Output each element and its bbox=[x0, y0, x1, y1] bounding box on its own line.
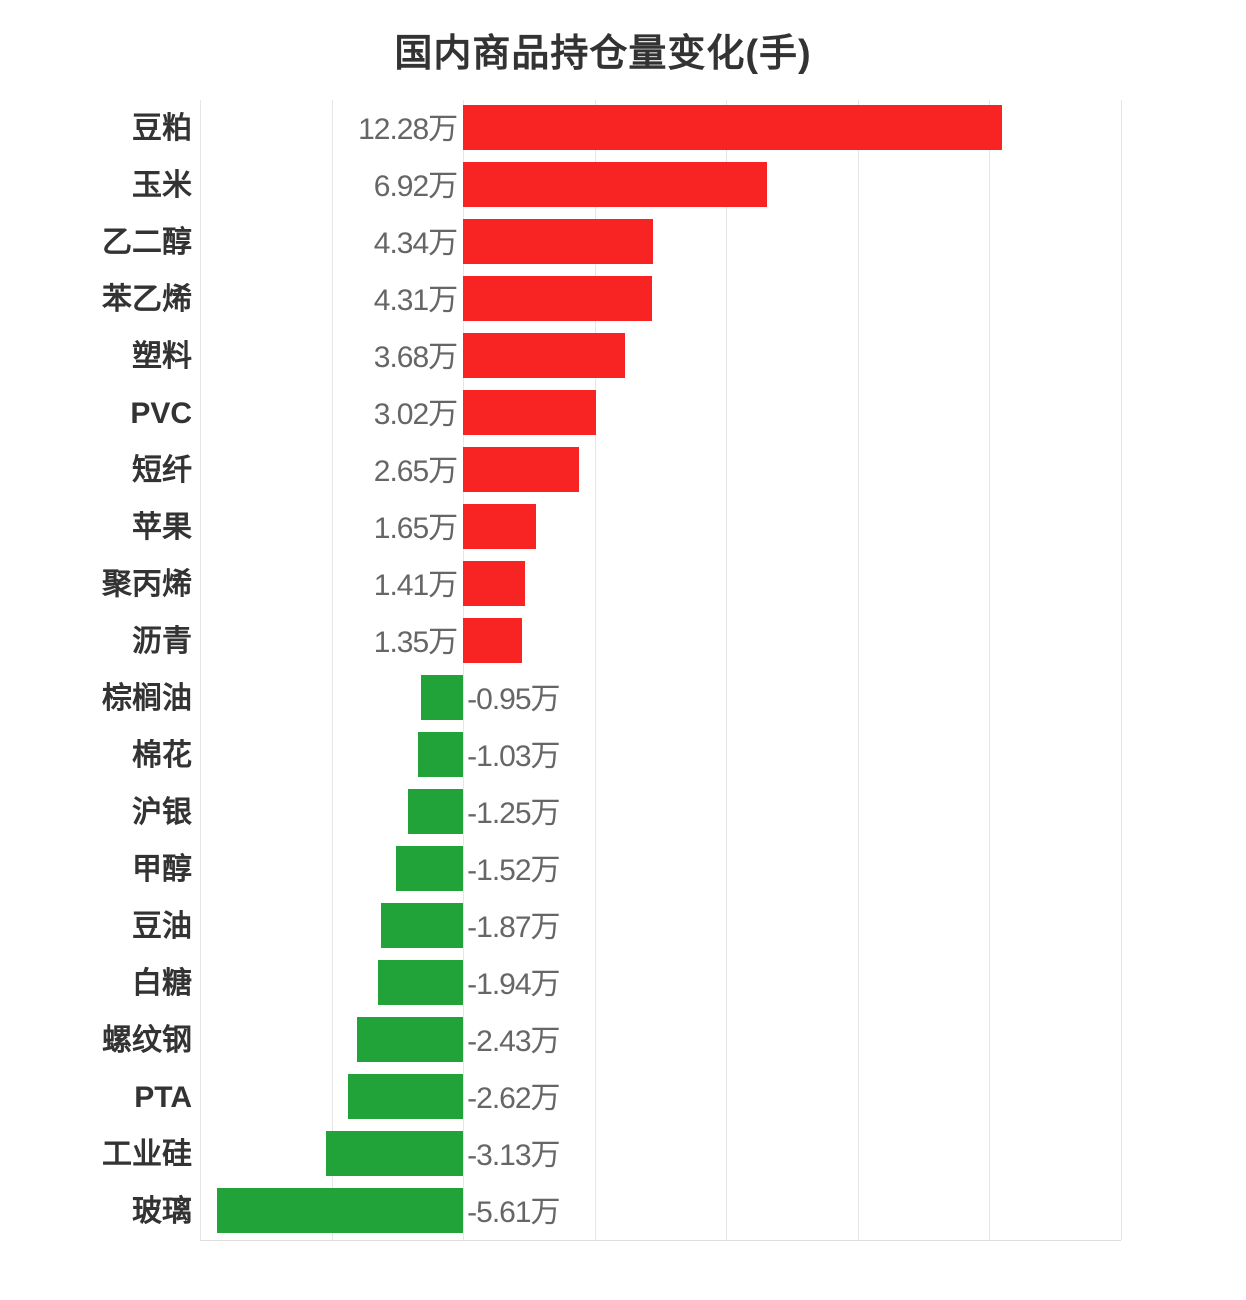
value-label: -2.43万 bbox=[467, 1025, 560, 1058]
category-label: 棕榈油 bbox=[102, 682, 192, 715]
positive-bar bbox=[463, 561, 525, 606]
value-label: 4.34万 bbox=[373, 227, 458, 260]
gridline bbox=[331, 100, 333, 1240]
bar-row: 螺纹钢 -2.43万 bbox=[0, 1012, 1246, 1069]
negative-bar bbox=[217, 1188, 464, 1233]
value-label: 1.41万 bbox=[373, 569, 458, 602]
value-label: 3.02万 bbox=[373, 398, 458, 431]
bar-row: PTA -2.62万 bbox=[0, 1069, 1246, 1126]
category-label: 甲醇 bbox=[132, 853, 192, 886]
value-label: -1.52万 bbox=[467, 854, 560, 887]
bar-row: 白糖 -1.94万 bbox=[0, 955, 1246, 1012]
negative-bar bbox=[417, 732, 464, 777]
category-label: 棉花 bbox=[132, 739, 192, 772]
category-label: 苯乙烯 bbox=[102, 283, 192, 316]
bar-row: PVC 3.02万 bbox=[0, 385, 1246, 442]
bar-row: 乙二醇 4.34万 bbox=[0, 214, 1246, 271]
positive-bar bbox=[463, 276, 653, 321]
value-label: 12.28万 bbox=[358, 113, 458, 146]
bar-row: 苯乙烯 4.31万 bbox=[0, 271, 1246, 328]
bar-row: 短纤 2.65万 bbox=[0, 442, 1246, 499]
value-label: 2.65万 bbox=[373, 455, 458, 488]
gridline bbox=[726, 100, 728, 1240]
bar-row: 玻璃 -5.61万 bbox=[0, 1183, 1246, 1240]
bar-row: 甲醇 -1.52万 bbox=[0, 841, 1246, 898]
category-label: 沥青 bbox=[132, 625, 192, 658]
bar-row: 玉米 6.92万 bbox=[0, 157, 1246, 214]
category-label: 苹果 bbox=[132, 511, 192, 544]
bar-row: 棕榈油 -0.95万 bbox=[0, 670, 1246, 727]
category-label: 短纤 bbox=[132, 454, 192, 487]
category-label: PTA bbox=[134, 1081, 192, 1114]
negative-bar bbox=[381, 903, 464, 948]
bar-row: 豆油 -1.87万 bbox=[0, 898, 1246, 955]
positive-bar bbox=[463, 390, 596, 435]
value-label: -1.25万 bbox=[467, 797, 560, 830]
category-label: 玉米 bbox=[132, 169, 192, 202]
positive-bar bbox=[463, 162, 767, 207]
value-label: 4.31万 bbox=[373, 284, 458, 317]
negative-bar bbox=[408, 789, 464, 834]
gridline bbox=[594, 100, 596, 1240]
bar-row: 聚丙烯 1.41万 bbox=[0, 556, 1246, 613]
value-label: -1.03万 bbox=[467, 740, 560, 773]
negative-bar bbox=[378, 960, 464, 1005]
category-label: 玻璃 bbox=[132, 1195, 192, 1228]
value-label: -3.13万 bbox=[467, 1139, 560, 1172]
value-label: 6.92万 bbox=[373, 170, 458, 203]
category-label: 螺纹钢 bbox=[102, 1024, 192, 1057]
positive-bar bbox=[463, 105, 1002, 150]
value-label: -0.95万 bbox=[467, 683, 560, 716]
value-label: 3.68万 bbox=[373, 341, 458, 374]
negative-bar bbox=[325, 1131, 464, 1176]
category-label: 乙二醇 bbox=[102, 226, 192, 259]
positive-bar bbox=[463, 219, 654, 264]
value-label: -1.94万 bbox=[467, 968, 560, 1001]
gridline bbox=[989, 100, 991, 1240]
positive-bar bbox=[463, 618, 523, 663]
negative-bar bbox=[396, 846, 464, 891]
negative-bar bbox=[356, 1017, 464, 1062]
bar-row: 塑料 3.68万 bbox=[0, 328, 1246, 385]
value-label: -1.87万 bbox=[467, 911, 560, 944]
gridline bbox=[463, 100, 465, 1240]
positive-bar bbox=[463, 447, 580, 492]
bar-row: 苹果 1.65万 bbox=[0, 499, 1246, 556]
gridline bbox=[1121, 100, 1122, 1240]
category-label: 豆粕 bbox=[132, 112, 192, 145]
category-label: 工业硅 bbox=[102, 1138, 192, 1171]
positive-bar bbox=[463, 504, 536, 549]
bar-row: 沪银 -1.25万 bbox=[0, 784, 1246, 841]
positive-bar bbox=[463, 333, 625, 378]
negative-bar bbox=[421, 675, 464, 720]
value-label: -5.61万 bbox=[467, 1196, 560, 1229]
gridline bbox=[200, 100, 201, 1240]
gridline bbox=[857, 100, 859, 1240]
bar-row: 豆粕 12.28万 bbox=[0, 100, 1246, 157]
category-label: 塑料 bbox=[132, 340, 192, 373]
category-label: 白糖 bbox=[132, 967, 192, 1000]
plot-area bbox=[200, 100, 1122, 1241]
negative-bar bbox=[348, 1074, 464, 1119]
chart-title: 国内商品持仓量变化(手) bbox=[394, 33, 812, 75]
category-label: 沪银 bbox=[132, 796, 192, 829]
value-label: -2.62万 bbox=[467, 1082, 560, 1115]
category-label: 聚丙烯 bbox=[102, 568, 192, 601]
bar-row: 沥青 1.35万 bbox=[0, 613, 1246, 670]
category-label: PVC bbox=[130, 397, 192, 430]
value-label: 1.35万 bbox=[373, 626, 458, 659]
value-label: 1.65万 bbox=[373, 512, 458, 545]
bar-row: 工业硅 -3.13万 bbox=[0, 1126, 1246, 1183]
bar-row: 棉花 -1.03万 bbox=[0, 727, 1246, 784]
category-label: 豆油 bbox=[132, 910, 192, 943]
